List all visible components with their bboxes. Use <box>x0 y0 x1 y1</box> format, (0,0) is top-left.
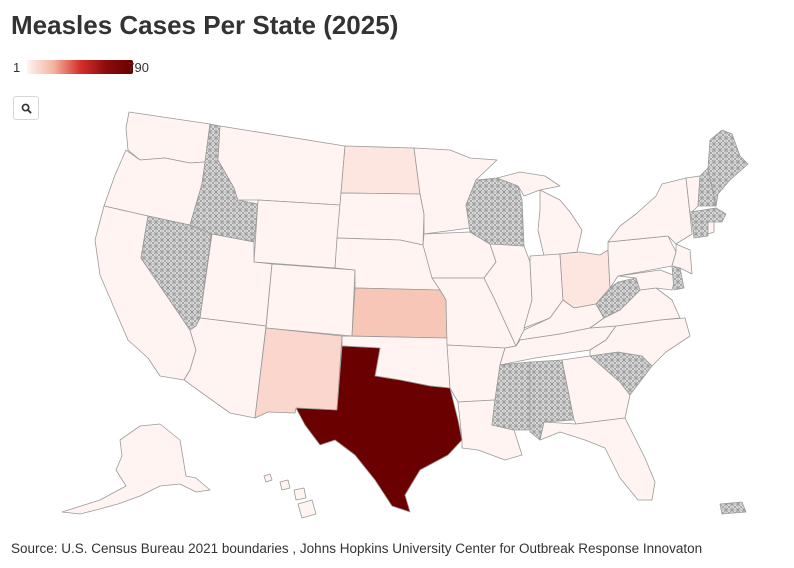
color-legend: 1 790 <box>13 59 149 75</box>
map-title: Measles Cases Per State (2025) <box>11 10 399 40</box>
state-delaware[interactable] <box>671 265 685 291</box>
magnifier-icon <box>21 103 32 114</box>
state-michigan-upper[interactable] <box>496 171 561 197</box>
state-massachusetts[interactable] <box>689 207 727 223</box>
state-wisconsin[interactable] <box>465 177 525 247</box>
state-connecticut[interactable] <box>691 221 709 239</box>
state-rhode-island[interactable] <box>707 221 715 235</box>
state-new-jersey[interactable] <box>671 243 693 275</box>
state-washington[interactable] <box>125 111 211 164</box>
state-south-dakota[interactable] <box>336 192 425 246</box>
state-alaska[interactable] <box>61 423 211 515</box>
state-wyoming[interactable] <box>253 199 341 269</box>
state-new-mexico[interactable] <box>254 327 343 419</box>
state-colorado[interactable] <box>265 263 356 337</box>
state-maine[interactable] <box>707 129 749 207</box>
state-montana[interactable] <box>217 125 346 206</box>
state-new-york[interactable] <box>607 177 693 245</box>
state-pennsylvania[interactable] <box>607 235 677 289</box>
state-michigan[interactable] <box>537 189 583 257</box>
source-note: Source: U.S. Census Bureau 2021 boundari… <box>11 541 703 556</box>
state-maryland[interactable] <box>617 269 677 291</box>
state-hawaii[interactable] <box>263 473 317 519</box>
map-search-button[interactable] <box>13 96 39 120</box>
state-florida[interactable] <box>539 417 656 501</box>
territory-puerto-rico[interactable] <box>719 501 747 515</box>
state-north-dakota[interactable] <box>340 145 421 195</box>
legend-max: 790 <box>127 59 149 75</box>
legend-min: 1 <box>13 59 21 75</box>
state-arizona[interactable] <box>183 317 267 419</box>
state-kansas[interactable] <box>351 287 448 339</box>
state-texas[interactable] <box>295 345 463 513</box>
legend-gradient-bar <box>27 60 134 74</box>
